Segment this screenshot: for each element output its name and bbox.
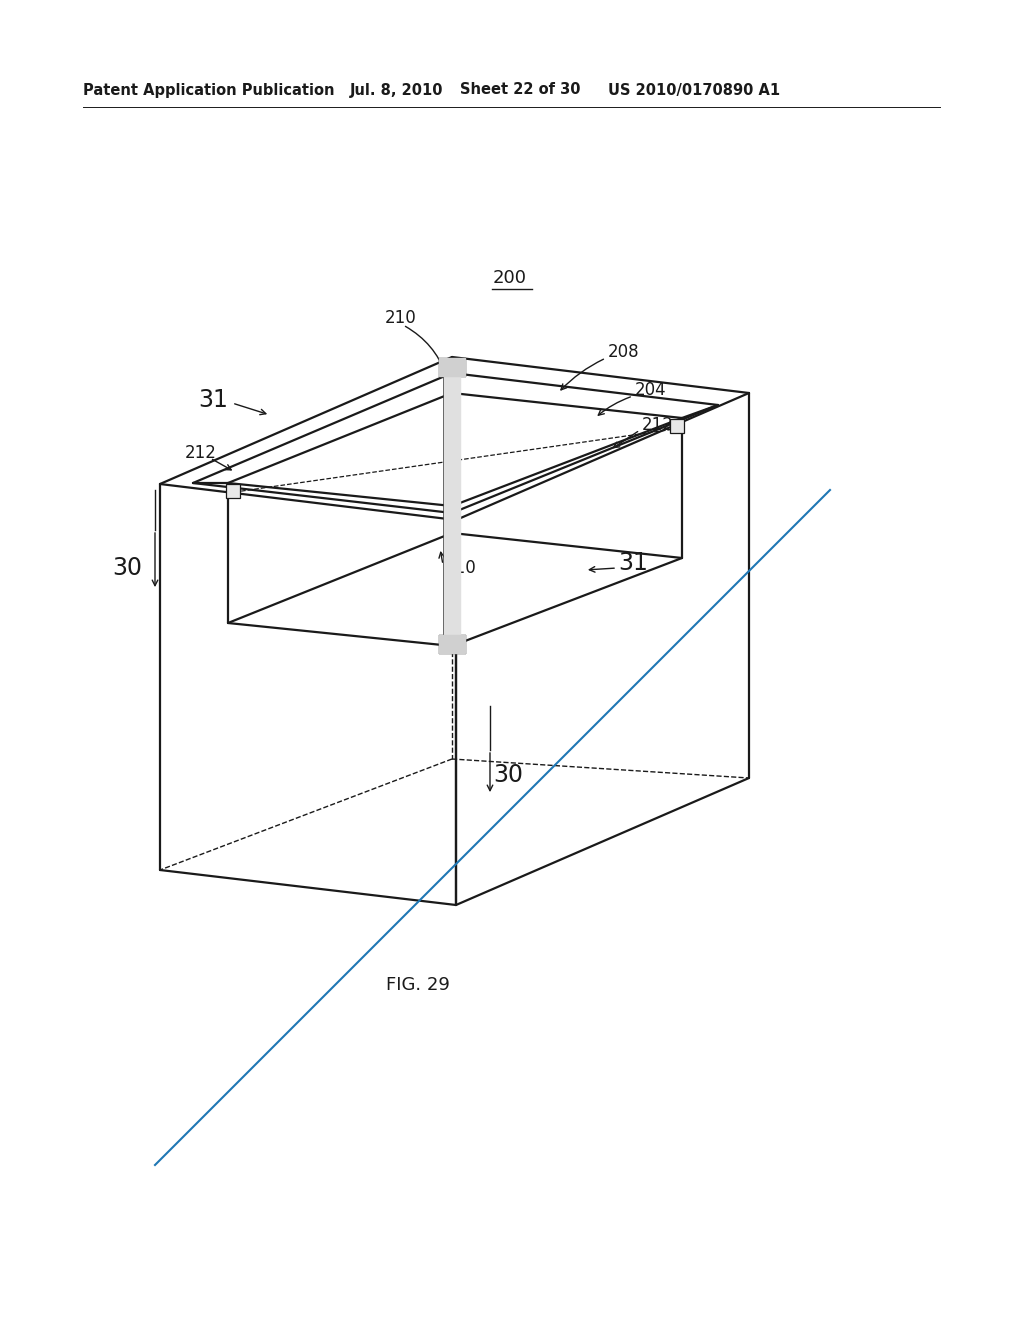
Text: US 2010/0170890 A1: US 2010/0170890 A1 [608, 82, 780, 98]
Polygon shape [444, 374, 460, 638]
Text: FIG. 29: FIG. 29 [386, 975, 450, 994]
Bar [670, 418, 684, 433]
Text: 200: 200 [493, 269, 527, 286]
Text: 212: 212 [185, 444, 217, 462]
Polygon shape [439, 635, 465, 653]
Text: 204: 204 [635, 381, 667, 399]
Text: 212: 212 [642, 416, 674, 434]
Text: Patent Application Publication: Patent Application Publication [83, 82, 335, 98]
Text: 31: 31 [618, 550, 648, 576]
Text: 30: 30 [112, 556, 142, 579]
Bar [445, 631, 459, 645]
Text: 30: 30 [493, 763, 523, 787]
Text: Jul. 8, 2010: Jul. 8, 2010 [350, 82, 443, 98]
Text: 208: 208 [608, 343, 640, 360]
Text: 210: 210 [445, 558, 477, 577]
Text: 31: 31 [198, 388, 228, 412]
Text: 210: 210 [385, 309, 417, 327]
Bar [226, 484, 240, 498]
Text: Sheet 22 of 30: Sheet 22 of 30 [460, 82, 581, 98]
Bar [445, 393, 459, 408]
Polygon shape [439, 358, 465, 376]
